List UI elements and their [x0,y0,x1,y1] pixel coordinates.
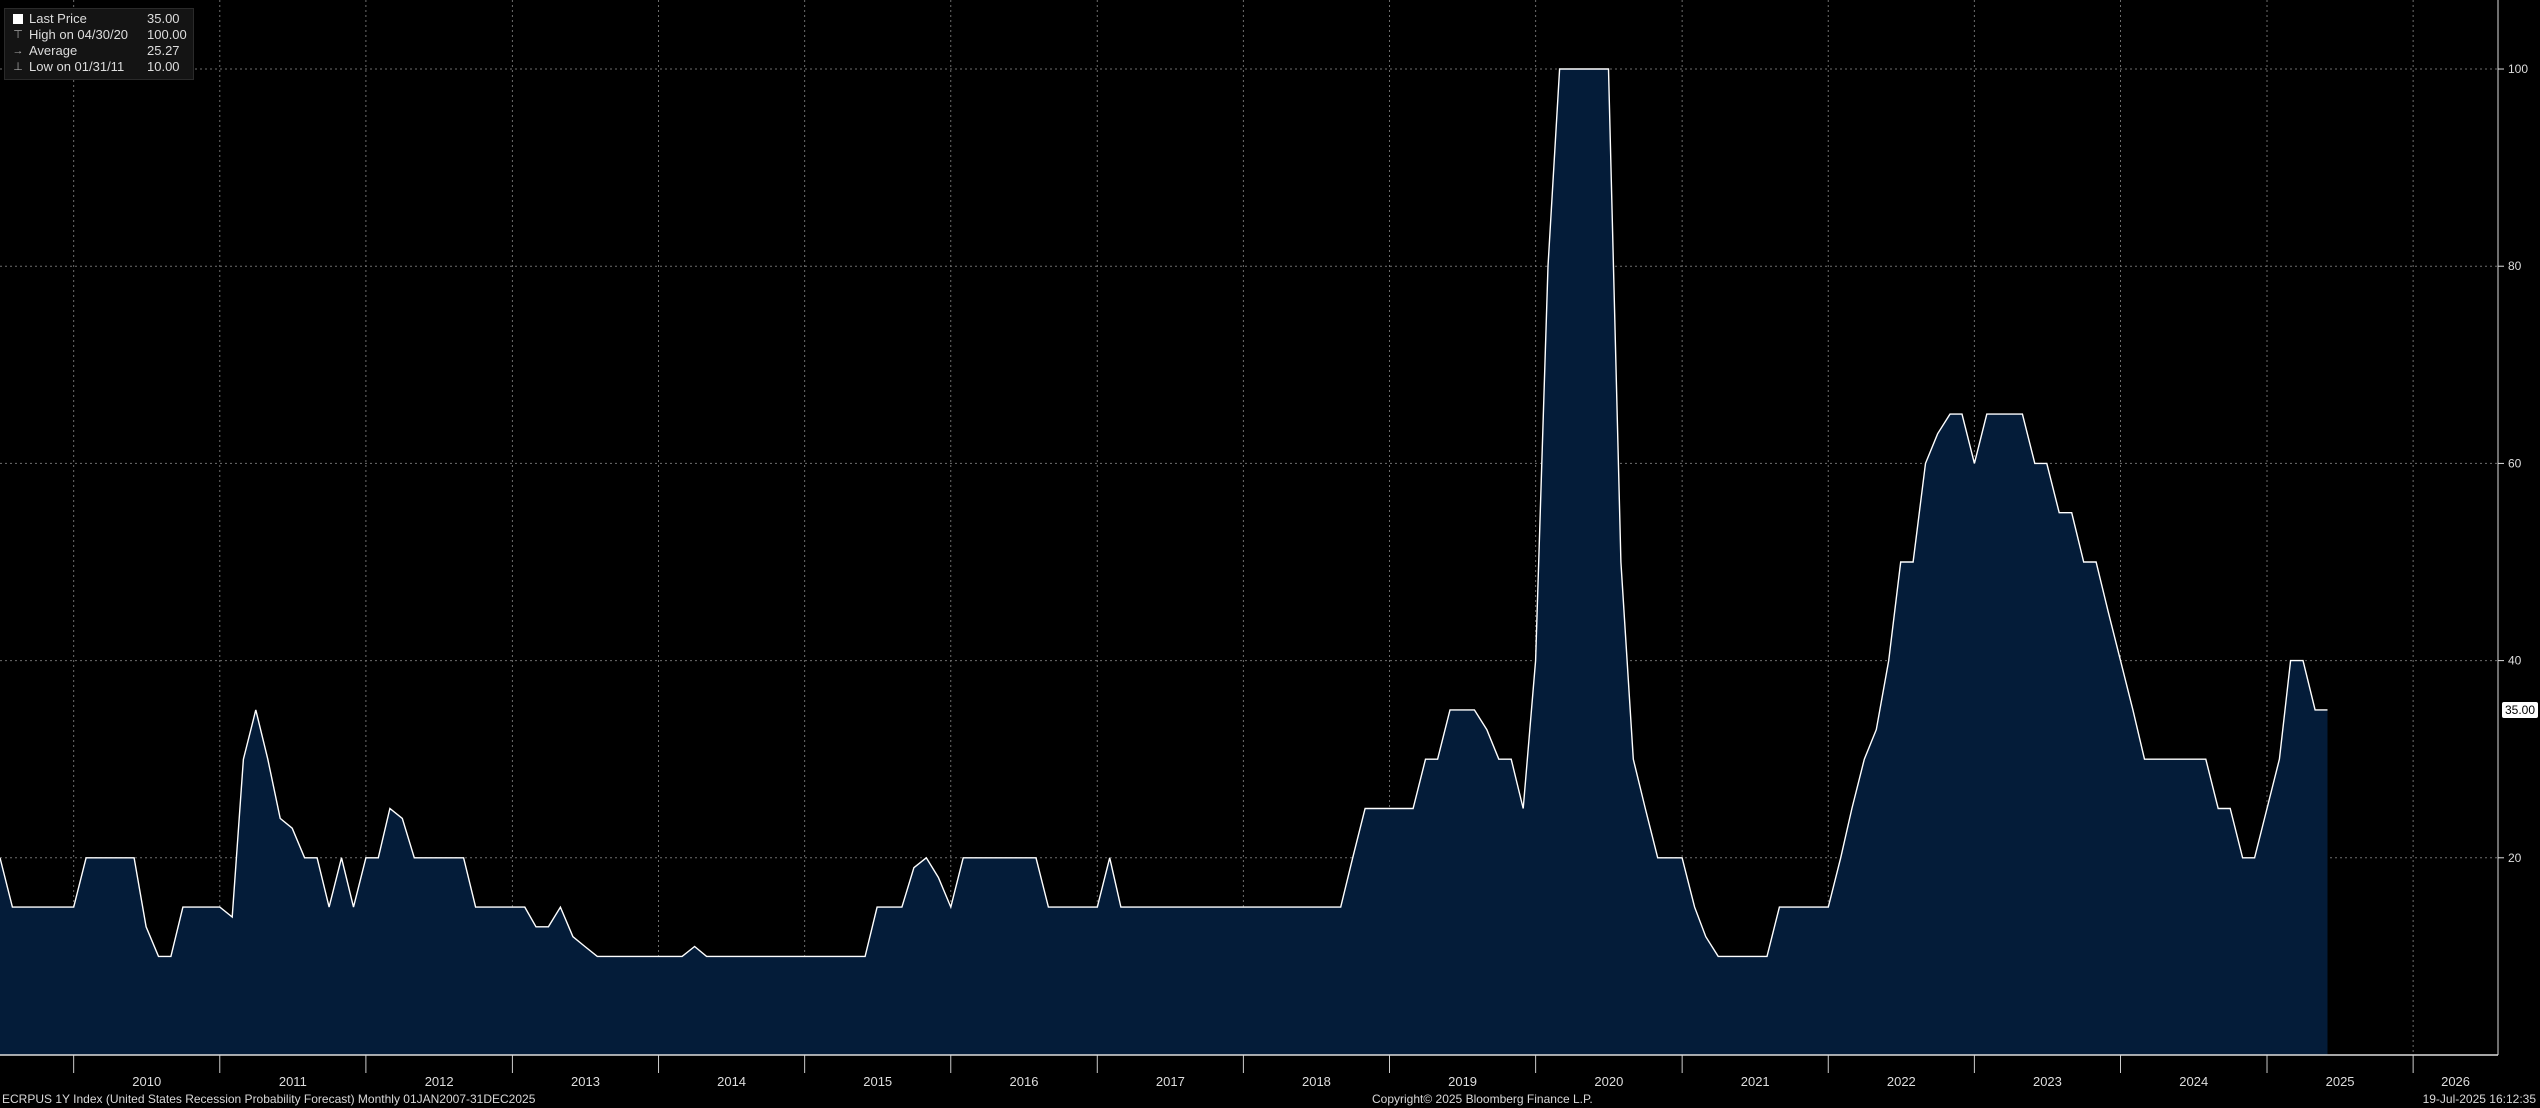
x-tick-label: 2019 [1448,1074,1477,1089]
footer-description: ECRPUS 1Y Index (United States Recession… [2,1092,536,1106]
x-tick-label: 2020 [1594,1074,1623,1089]
x-tick-label: 2026 [2441,1074,2470,1089]
x-tick-label: 2025 [2326,1074,2355,1089]
y-tick-label: 60 [2508,456,2522,470]
y-tick-label: 100 [2508,62,2528,76]
x-tick-label: 2018 [1302,1074,1331,1089]
x-tick-label: 2023 [2033,1074,2062,1089]
legend-item-average: → Average 25.27 [11,43,187,59]
x-tick-label: 2022 [1887,1074,1916,1089]
y-tick-label: 20 [2508,851,2522,865]
legend-item-low: ⊥ Low on 01/31/11 10.00 [11,59,187,75]
high-marker-icon: ⊤ [13,29,23,41]
footer-copyright: Copyright© 2025 Bloomberg Finance L.P. [1372,1092,1593,1106]
series-line [0,68,2328,958]
x-tick-label: 2016 [1010,1074,1039,1089]
x-tick-label: 2010 [132,1074,161,1089]
square-swatch-icon [11,13,25,25]
y-tick-label: 80 [2508,259,2522,273]
x-tick-label: 2011 [279,1074,307,1089]
legend-label: High on 04/30/20 [29,27,129,42]
series-area [0,68,2328,1055]
legend-label: Low on 01/31/11 [29,59,125,74]
y-axis: 20 40 60 80 100 [2497,0,2528,1055]
average-marker-icon: → [12,45,24,57]
x-tick-label: 2014 [717,1074,746,1089]
x-tick-label: 2021 [1741,1074,1770,1089]
x-tick-label: 2013 [571,1074,600,1089]
legend-item-last-price: Last Price 35.00 [11,11,187,27]
series-area-fill [0,69,2328,1055]
x-tick-label: 2017 [1156,1074,1185,1089]
legend-value: 25.27 [147,43,180,58]
chart-legend: Last Price 35.00 ⊤ High on 04/30/20 100.… [4,8,194,80]
y-tick-label: 40 [2508,654,2522,668]
last-value-badge: 35.00 [2502,702,2539,718]
legend-value: 100.00 [147,27,187,42]
x-tick-label: 2015 [863,1074,892,1089]
legend-label: Last Price [29,11,87,26]
low-marker-icon: ⊥ [13,61,23,73]
legend-value: 35.00 [147,11,180,26]
x-tick-label: 2012 [425,1074,454,1089]
x-tick-label: 2024 [2179,1074,2208,1089]
x-axis: 2010 2011 2012 2013 2014 2015 2016 2017 2018 2019… [0,1054,2498,1089]
legend-label: Average [29,43,78,58]
legend-value: 10.00 [147,59,180,74]
footer-timestamp: 19-Jul-2025 16:12:35 [2422,1092,2536,1106]
legend-item-high: ⊤ High on 04/30/20 100.00 [11,27,187,43]
